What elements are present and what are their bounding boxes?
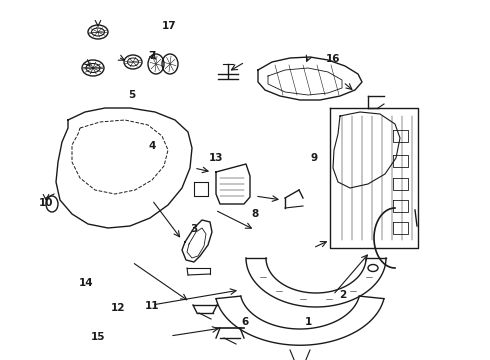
Text: 6: 6 (242, 317, 248, 327)
Text: 17: 17 (162, 21, 176, 31)
Text: 4: 4 (148, 141, 156, 151)
Text: 2: 2 (340, 290, 346, 300)
Text: 10: 10 (39, 198, 54, 208)
Text: 15: 15 (91, 332, 105, 342)
Text: 7: 7 (148, 51, 156, 61)
Text: 9: 9 (310, 153, 317, 163)
Text: 5: 5 (129, 90, 136, 100)
Text: 13: 13 (208, 153, 223, 163)
Text: 8: 8 (251, 209, 258, 219)
Text: 3: 3 (190, 224, 197, 234)
Text: 12: 12 (110, 303, 125, 313)
Text: 11: 11 (145, 301, 159, 311)
Text: 1: 1 (305, 317, 312, 327)
Text: 14: 14 (78, 278, 93, 288)
Text: 16: 16 (326, 54, 341, 64)
